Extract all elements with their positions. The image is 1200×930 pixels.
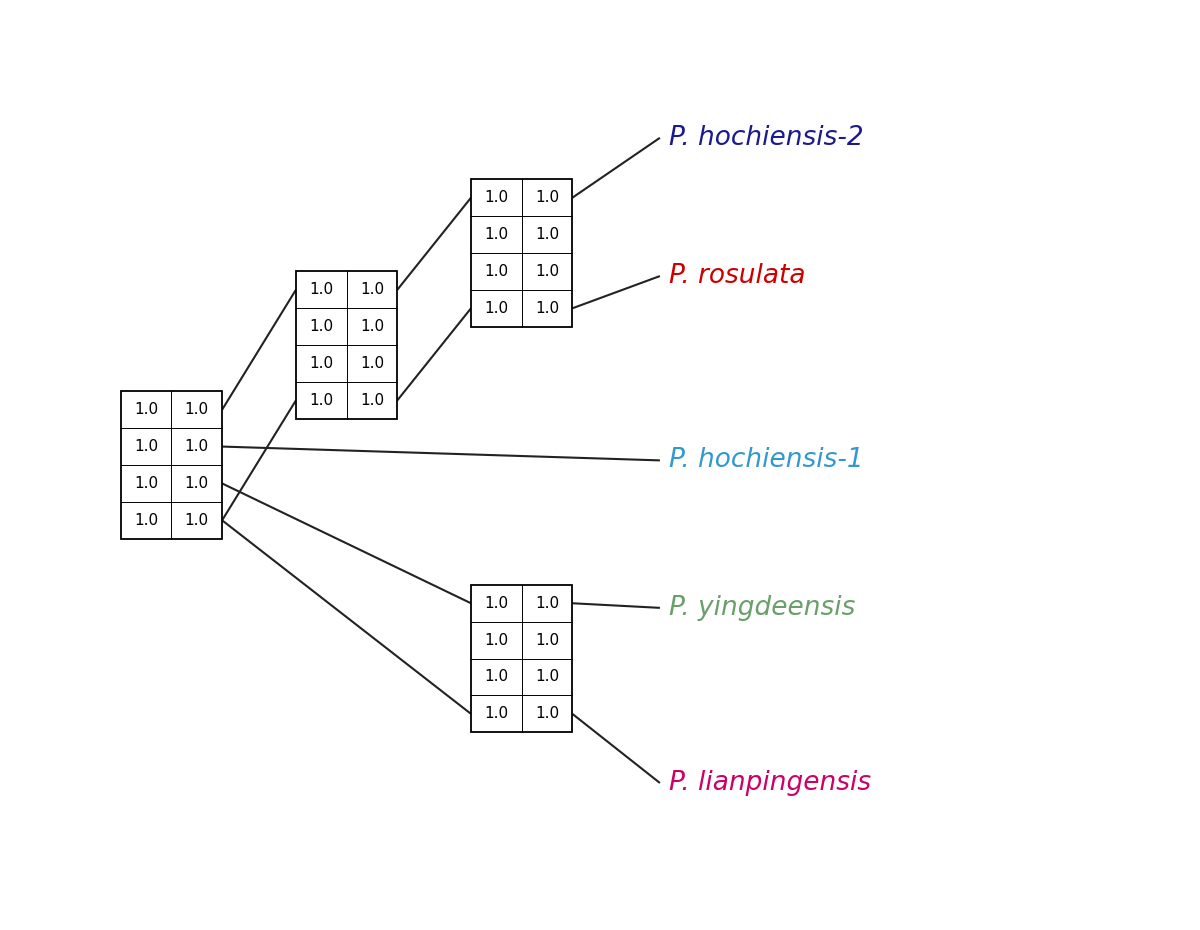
Text: 1.0: 1.0 [535,707,559,722]
Text: 1.0: 1.0 [185,402,209,418]
Text: 1.0: 1.0 [310,283,334,298]
Bar [296,272,397,418]
Text: P. lianpingensis: P. lianpingensis [670,770,871,796]
Text: 1.0: 1.0 [134,512,158,528]
Text: 1.0: 1.0 [360,356,384,371]
Text: 1.0: 1.0 [310,356,334,371]
Text: 1.0: 1.0 [134,476,158,491]
Text: 1.0: 1.0 [535,227,559,242]
Text: P. hochiensis-2: P. hochiensis-2 [670,125,864,151]
Text: 1.0: 1.0 [535,596,559,611]
Text: 1.0: 1.0 [535,300,559,316]
Text: P. yingdeensis: P. yingdeensis [670,595,856,621]
Bar [470,585,572,732]
Text: 1.0: 1.0 [535,670,559,684]
Text: 1.0: 1.0 [485,596,509,611]
Text: 1.0: 1.0 [485,191,509,206]
Text: 1.0: 1.0 [185,476,209,491]
Text: 1.0: 1.0 [185,439,209,454]
Text: 1.0: 1.0 [360,283,384,298]
Text: 1.0: 1.0 [134,439,158,454]
Text: 1.0: 1.0 [360,393,384,408]
Text: 1.0: 1.0 [485,707,509,722]
Text: 1.0: 1.0 [485,264,509,279]
Text: 1.0: 1.0 [535,264,559,279]
Text: 1.0: 1.0 [485,227,509,242]
Text: 1.0: 1.0 [485,670,509,684]
Text: 1.0: 1.0 [310,393,334,408]
Text: 1.0: 1.0 [535,191,559,206]
Text: P. rosulata: P. rosulata [670,263,805,289]
Text: 1.0: 1.0 [485,300,509,316]
Text: 1.0: 1.0 [134,402,158,418]
Text: 1.0: 1.0 [535,632,559,647]
Text: 1.0: 1.0 [360,319,384,334]
Text: 1.0: 1.0 [310,319,334,334]
Bar [470,179,572,326]
Text: 1.0: 1.0 [185,512,209,528]
Bar [121,392,222,538]
Text: 1.0: 1.0 [485,632,509,647]
Text: P. hochiensis-1: P. hochiensis-1 [670,447,864,473]
